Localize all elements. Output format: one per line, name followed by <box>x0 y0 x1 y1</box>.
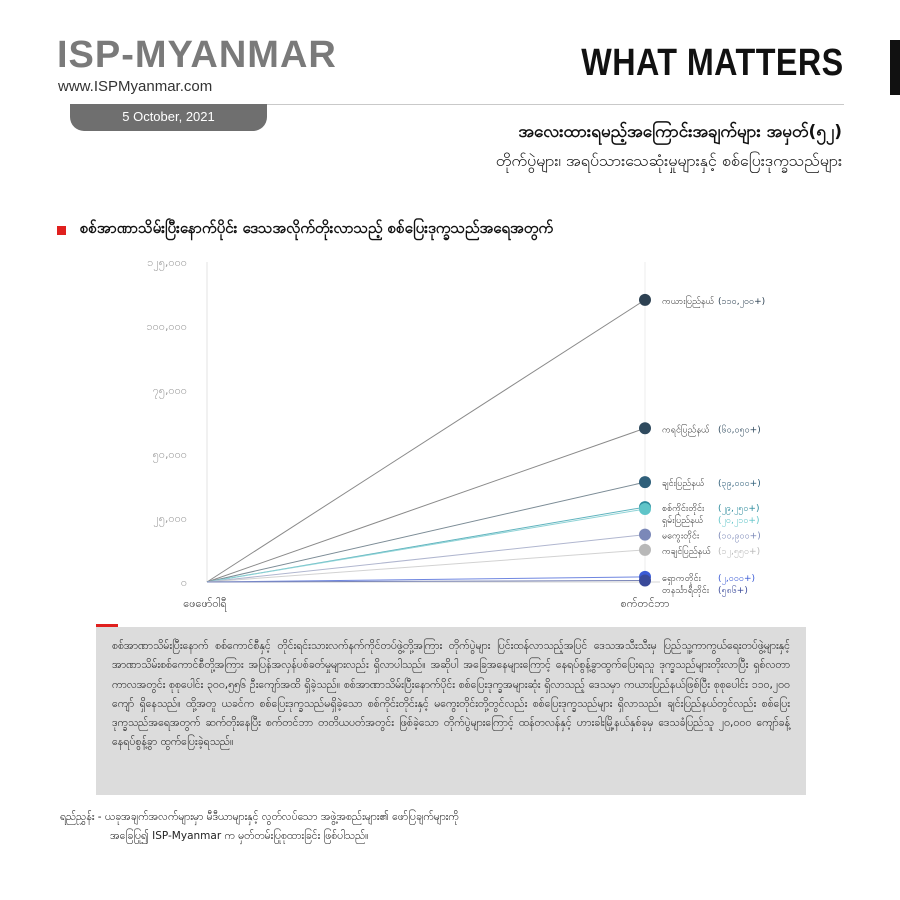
website-url: www.ISPMyanmar.com <box>58 78 213 95</box>
date-badge: 5 October, 2021 <box>70 104 267 131</box>
series-name-label: ရှောကတိုင်း <box>662 573 701 585</box>
series-value-label: (၁၁၀,၂၀၀+) <box>718 297 765 308</box>
series-line <box>206 427 646 583</box>
data-point <box>639 293 651 306</box>
series-line <box>206 579 646 583</box>
series-points <box>639 293 651 587</box>
series-labels: ကယားပြည်နယ် (၁၁၀,၂၀၀+) ကရင်ပြည်နယ် (၆၀,၀၅၀+… <box>662 295 765 597</box>
series-line <box>206 576 646 583</box>
series-line <box>206 534 646 583</box>
series-name-label: မကွေးတိုင်း <box>662 531 700 543</box>
series-line <box>206 299 646 583</box>
series-name-label: ချင်းပြည်နယ် <box>662 477 705 490</box>
series-title: WHAT MATTERS <box>581 42 844 84</box>
series-lines <box>206 299 646 583</box>
series-name-label: တနင်္သာရီတိုင်း <box>662 585 710 597</box>
page-title: အလေးထားရမည့်အကြောင်းအချက်များ အမှတ်(၅၂) <box>518 122 842 142</box>
series-name-label: ကယားပြည်နယ် <box>662 295 715 308</box>
description-text: စစ်အာဏာသိမ်းပြီးနောက် စစ်ကောင်စီနှင့် တိ… <box>96 627 806 795</box>
source-line-1: ရည်ညွှန်း - ယခုအချက်အလက်များမှာ မီဒီယာမျ… <box>60 811 459 823</box>
source-line-2: အခြေပြု၍ ISP-Myanmar က မှတ်တမ်းပြုစုထားခ… <box>110 830 369 842</box>
x-tick-label: စက်တင်ဘာ <box>621 597 670 610</box>
line-chart: ၀ ၂၅,၀၀၀ ၅၀,၀၀၀ ၇၅,၀၀၀ ၁၀၀,၀၀၀ ၁၂၅,၀၀၀ ဖေဖော်… <box>146 256 765 612</box>
data-point <box>639 528 651 541</box>
page-subtitle: တိုက်ပွဲများ၊ အရပ်သားသေဆုံးမှုများနှင့် … <box>495 151 842 170</box>
series-line <box>206 508 646 583</box>
text-box-accent <box>96 624 118 627</box>
y-tick-label: ၂၅,၀၀၀ <box>153 512 187 527</box>
series-name-label: ကရင်ပြည်နယ် <box>662 423 710 436</box>
source-note: ရည်ညွှန်း - ယခုအချက်အလက်များမှာ မီဒီယာမျ… <box>60 808 620 846</box>
series-value-label: (၃၉,၀၀၀+) <box>718 479 761 490</box>
brand-logo: ISP-MYANMAR <box>57 34 337 76</box>
y-tick-label: ၀ <box>181 576 187 589</box>
x-axis: ဖေဖော်ဝါရီ စက်တင်ဘာ <box>183 581 670 612</box>
series-value-label: (၂၀,၂၁၀+) <box>718 516 759 527</box>
series-value-label: (၆၀,၀၅၀+) <box>718 424 761 436</box>
series-name-label: ရှမ်းပြည်နယ် <box>662 514 704 527</box>
chart-title: စစ်အာဏာသိမ်းပြီးနောက်ပိုင်း ဒေသအလိုက်တို… <box>80 219 554 237</box>
header-divider <box>70 104 844 105</box>
data-point <box>639 476 651 489</box>
y-tick-label: ၅၀,၀၀၀ <box>153 448 187 463</box>
series-line <box>206 549 646 583</box>
series-value-label: (၂၉,၂၅၀+) <box>718 504 759 515</box>
series-title-bar <box>890 40 900 95</box>
data-point <box>639 422 651 435</box>
series-name-label: စစ်ကိုင်းတိုင်း <box>662 503 705 515</box>
y-tick-label: ၇၅,၀၀၀ <box>153 384 187 399</box>
data-point <box>639 503 651 516</box>
series-value-label: (၂,၀၀၀+) <box>718 574 755 585</box>
series-name-label: ကချင်ပြည်နယ် <box>662 545 712 558</box>
data-point <box>639 543 651 556</box>
data-point <box>639 574 651 587</box>
y-tick-label: ၁၀၀,၀၀၀ <box>146 320 187 333</box>
section-marker <box>57 226 66 235</box>
series-value-label: (၅၈၆+) <box>718 585 748 597</box>
series-line <box>206 481 646 583</box>
series-value-label: (၁၀,၉၀၀+) <box>718 532 761 543</box>
y-tick-label: ၁၂၅,၀၀၀ <box>147 256 187 271</box>
series-value-label: (၁၂,၅၅၀+) <box>718 547 760 558</box>
x-tick-label: ဖေဖော်ဝါရီ <box>183 597 227 612</box>
